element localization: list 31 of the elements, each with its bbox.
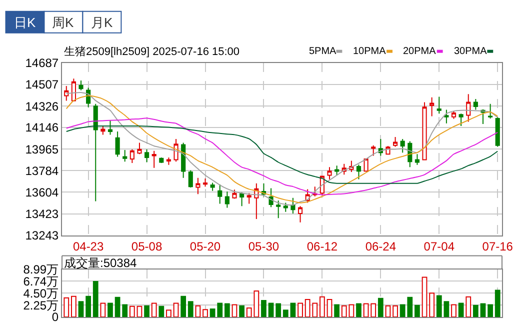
text: 日K <box>14 15 36 30</box>
legend-label: 10PMA <box>353 46 386 57</box>
chart-title: 生猪2509[lh2509] 2025-07-16 15:00 <box>64 45 240 58</box>
x-tick-label: 05-20 <box>190 240 221 254</box>
x-tick-label: 05-08 <box>131 240 162 254</box>
y-tick-label: 14687 <box>25 56 59 70</box>
legend-label: 5PMA <box>309 46 337 57</box>
y-tick-label: 13243 <box>25 228 59 242</box>
text: 周K <box>52 15 74 30</box>
y-tick-label: 14326 <box>25 99 59 114</box>
y-tick-label: 8.99万 <box>23 262 59 277</box>
y-tick-label: 4.50万 <box>23 286 59 300</box>
y-tick-label: 0 <box>52 310 59 324</box>
y-tick-label: 13604 <box>25 185 59 200</box>
y-tick-label: 14146 <box>25 120 59 135</box>
x-tick-label: 06-24 <box>365 240 396 254</box>
x-tick-label: 06-12 <box>306 240 338 254</box>
y-tick-label: 13965 <box>25 142 59 156</box>
y-tick-label: 13423 <box>25 206 59 221</box>
text: 月K <box>91 15 113 30</box>
legend-label: 30PMA <box>454 46 488 57</box>
x-tick-label: 04-23 <box>72 240 104 254</box>
chart-title: 成交量:50384 <box>64 256 138 270</box>
y-tick-label: 6.74万 <box>23 274 59 288</box>
legend-label: 20PMA <box>403 46 436 57</box>
x-tick-label: 07-16 <box>482 240 514 254</box>
y-tick-label: 2.25万 <box>23 298 59 312</box>
x-tick-label: 05-30 <box>248 240 280 254</box>
x-tick-label: 07-04 <box>424 240 455 254</box>
y-tick-label: 13784 <box>25 164 59 178</box>
y-tick-label: 14507 <box>25 78 59 92</box>
